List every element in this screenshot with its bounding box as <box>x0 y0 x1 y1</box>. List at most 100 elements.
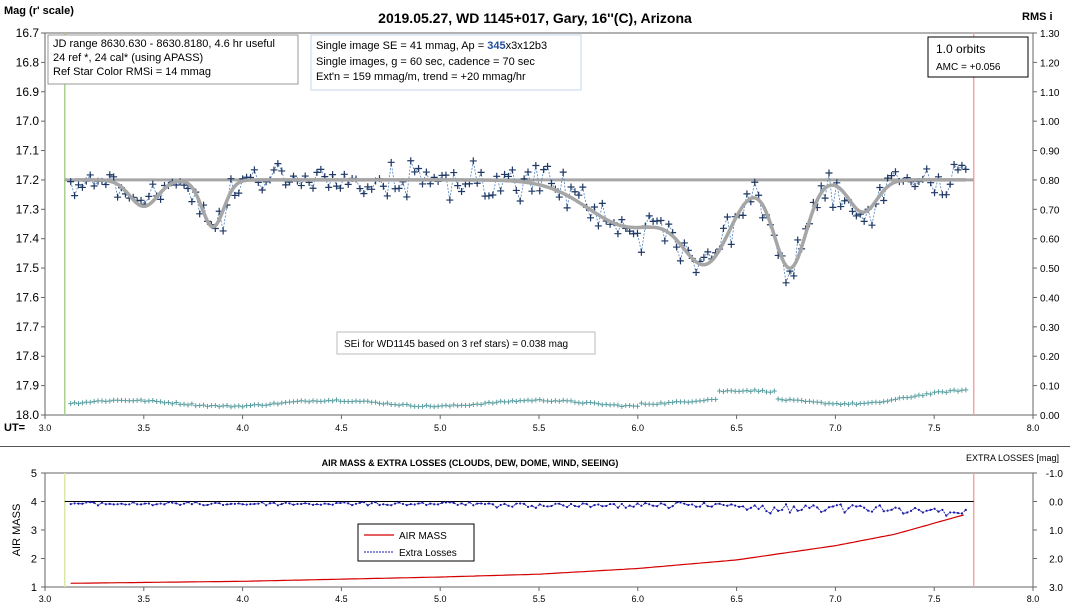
extra-losses-point <box>796 509 799 512</box>
extra-losses-point <box>460 502 463 505</box>
rms-point <box>865 400 871 406</box>
rms-point <box>228 404 234 410</box>
extra-losses-point <box>335 501 338 505</box>
bottom-chart-title: AIR MASS & EXTRA LOSSES (CLOUDS, DEW, DO… <box>322 458 619 468</box>
rms-point <box>509 398 515 404</box>
extra-losses-point <box>511 505 514 508</box>
mag-point <box>958 161 966 169</box>
extra-losses-point <box>909 509 913 512</box>
mag-point <box>528 187 536 195</box>
extra-losses-point <box>605 504 608 508</box>
extra-losses-point <box>503 502 506 506</box>
top-y2-tick-label: 0.80 <box>1040 176 1060 187</box>
extra-losses-point <box>100 501 104 504</box>
rms-point <box>68 401 74 407</box>
mag-point <box>657 217 665 225</box>
mag-point <box>219 227 227 235</box>
extra-losses-point <box>190 503 193 506</box>
extra-losses-point <box>843 511 846 514</box>
rms-point <box>76 401 82 407</box>
extra-losses-point <box>820 510 823 514</box>
rms-point <box>560 397 566 403</box>
bottom-y-tick-label: 1 <box>31 582 37 594</box>
top-y-tick-label: 17.8 <box>16 349 40 363</box>
extra-losses-point <box>687 503 690 507</box>
rms-point <box>572 399 578 405</box>
info-box-1-line2: 24 ref *, 24 cal* (using APASS) <box>53 52 203 64</box>
bottom-x-tick-label: 4.5 <box>335 594 348 604</box>
rms-point <box>634 403 640 409</box>
extra-losses-point <box>179 503 182 506</box>
rms-point <box>482 400 488 406</box>
rms-point <box>537 397 543 403</box>
info-box-2-line1: Single image SE = 41 mmag, Ap = 345x3x12… <box>316 40 547 52</box>
mag-point <box>946 180 954 188</box>
orbits-box: 1.0 orbits AMC = +0.056 <box>927 36 1029 78</box>
top-y2-tick-label: 1.20 <box>1040 58 1060 69</box>
rms-point <box>87 399 93 405</box>
bottom-y-tick-label: 2 <box>31 554 37 566</box>
rms-point <box>615 402 621 408</box>
extra-losses-point <box>573 504 577 508</box>
rms-point <box>91 398 97 404</box>
extra-losses-point <box>81 502 84 505</box>
top-y2-tick-label: 0.10 <box>1040 382 1060 393</box>
bottom-y-tick-label: 5 <box>31 468 37 480</box>
extra-losses-point <box>429 502 432 505</box>
mag-point <box>149 180 157 188</box>
mag-point <box>415 165 423 172</box>
mag-point <box>442 171 450 179</box>
mag-point <box>278 167 286 175</box>
rms-point <box>216 404 222 410</box>
extra-losses-point <box>726 504 729 507</box>
mag-point <box>501 170 509 178</box>
extra-losses-point <box>147 502 150 505</box>
top-y2-tick-label: 0.20 <box>1040 352 1060 363</box>
rms-point <box>842 401 848 407</box>
extra-losses-point <box>866 509 870 512</box>
extra-losses-point <box>745 508 749 511</box>
mag-point <box>547 179 555 187</box>
top-x-tick-label: 5.5 <box>533 423 546 433</box>
rms-point <box>333 397 339 403</box>
mag-point <box>188 198 196 206</box>
rms-point <box>447 403 453 409</box>
top-x-tick-label: 7.0 <box>829 423 842 433</box>
rms-point <box>423 402 429 408</box>
extra-losses-point <box>765 509 768 513</box>
mag-point <box>250 166 258 174</box>
extra-losses-point <box>311 503 315 506</box>
bottom-gridlines <box>41 472 1037 591</box>
extra-losses-point <box>757 507 760 510</box>
extra-losses-point <box>339 501 342 505</box>
top-y2-ticks: 1.30 1.20 1.10 1.00 0.90 0.80 0.70 0.60 0.50 0.40… <box>1040 29 1060 422</box>
rms-point <box>322 398 328 404</box>
extra-losses-point <box>835 504 838 507</box>
mag-point <box>567 183 575 191</box>
extra-losses-point <box>491 503 494 506</box>
rms-point <box>826 400 832 406</box>
rms-point <box>279 400 285 406</box>
extra-losses-point <box>132 501 135 504</box>
rms-point <box>627 402 633 408</box>
rms-point <box>275 401 281 407</box>
extra-losses-point <box>308 502 311 505</box>
extra-losses-point <box>921 511 924 514</box>
mag-point <box>458 187 466 195</box>
mag-point <box>454 182 462 190</box>
top-y2-tick-label: 0.30 <box>1040 323 1060 334</box>
rms-point <box>713 396 719 402</box>
mag-point <box>344 180 352 188</box>
extra-losses-point <box>800 508 803 511</box>
rms-point <box>306 399 312 405</box>
mag-point <box>704 248 712 256</box>
bottom-legend: AIR MASS Extra Losses <box>357 523 475 562</box>
extra-losses-point <box>292 503 295 506</box>
extra-losses-point <box>253 502 256 506</box>
extra-losses-point <box>182 502 186 505</box>
extra-losses-point <box>225 503 229 506</box>
rms-point <box>603 401 609 407</box>
rms-point <box>181 401 187 407</box>
extra-losses-point <box>581 502 584 505</box>
rms-point <box>451 402 457 408</box>
